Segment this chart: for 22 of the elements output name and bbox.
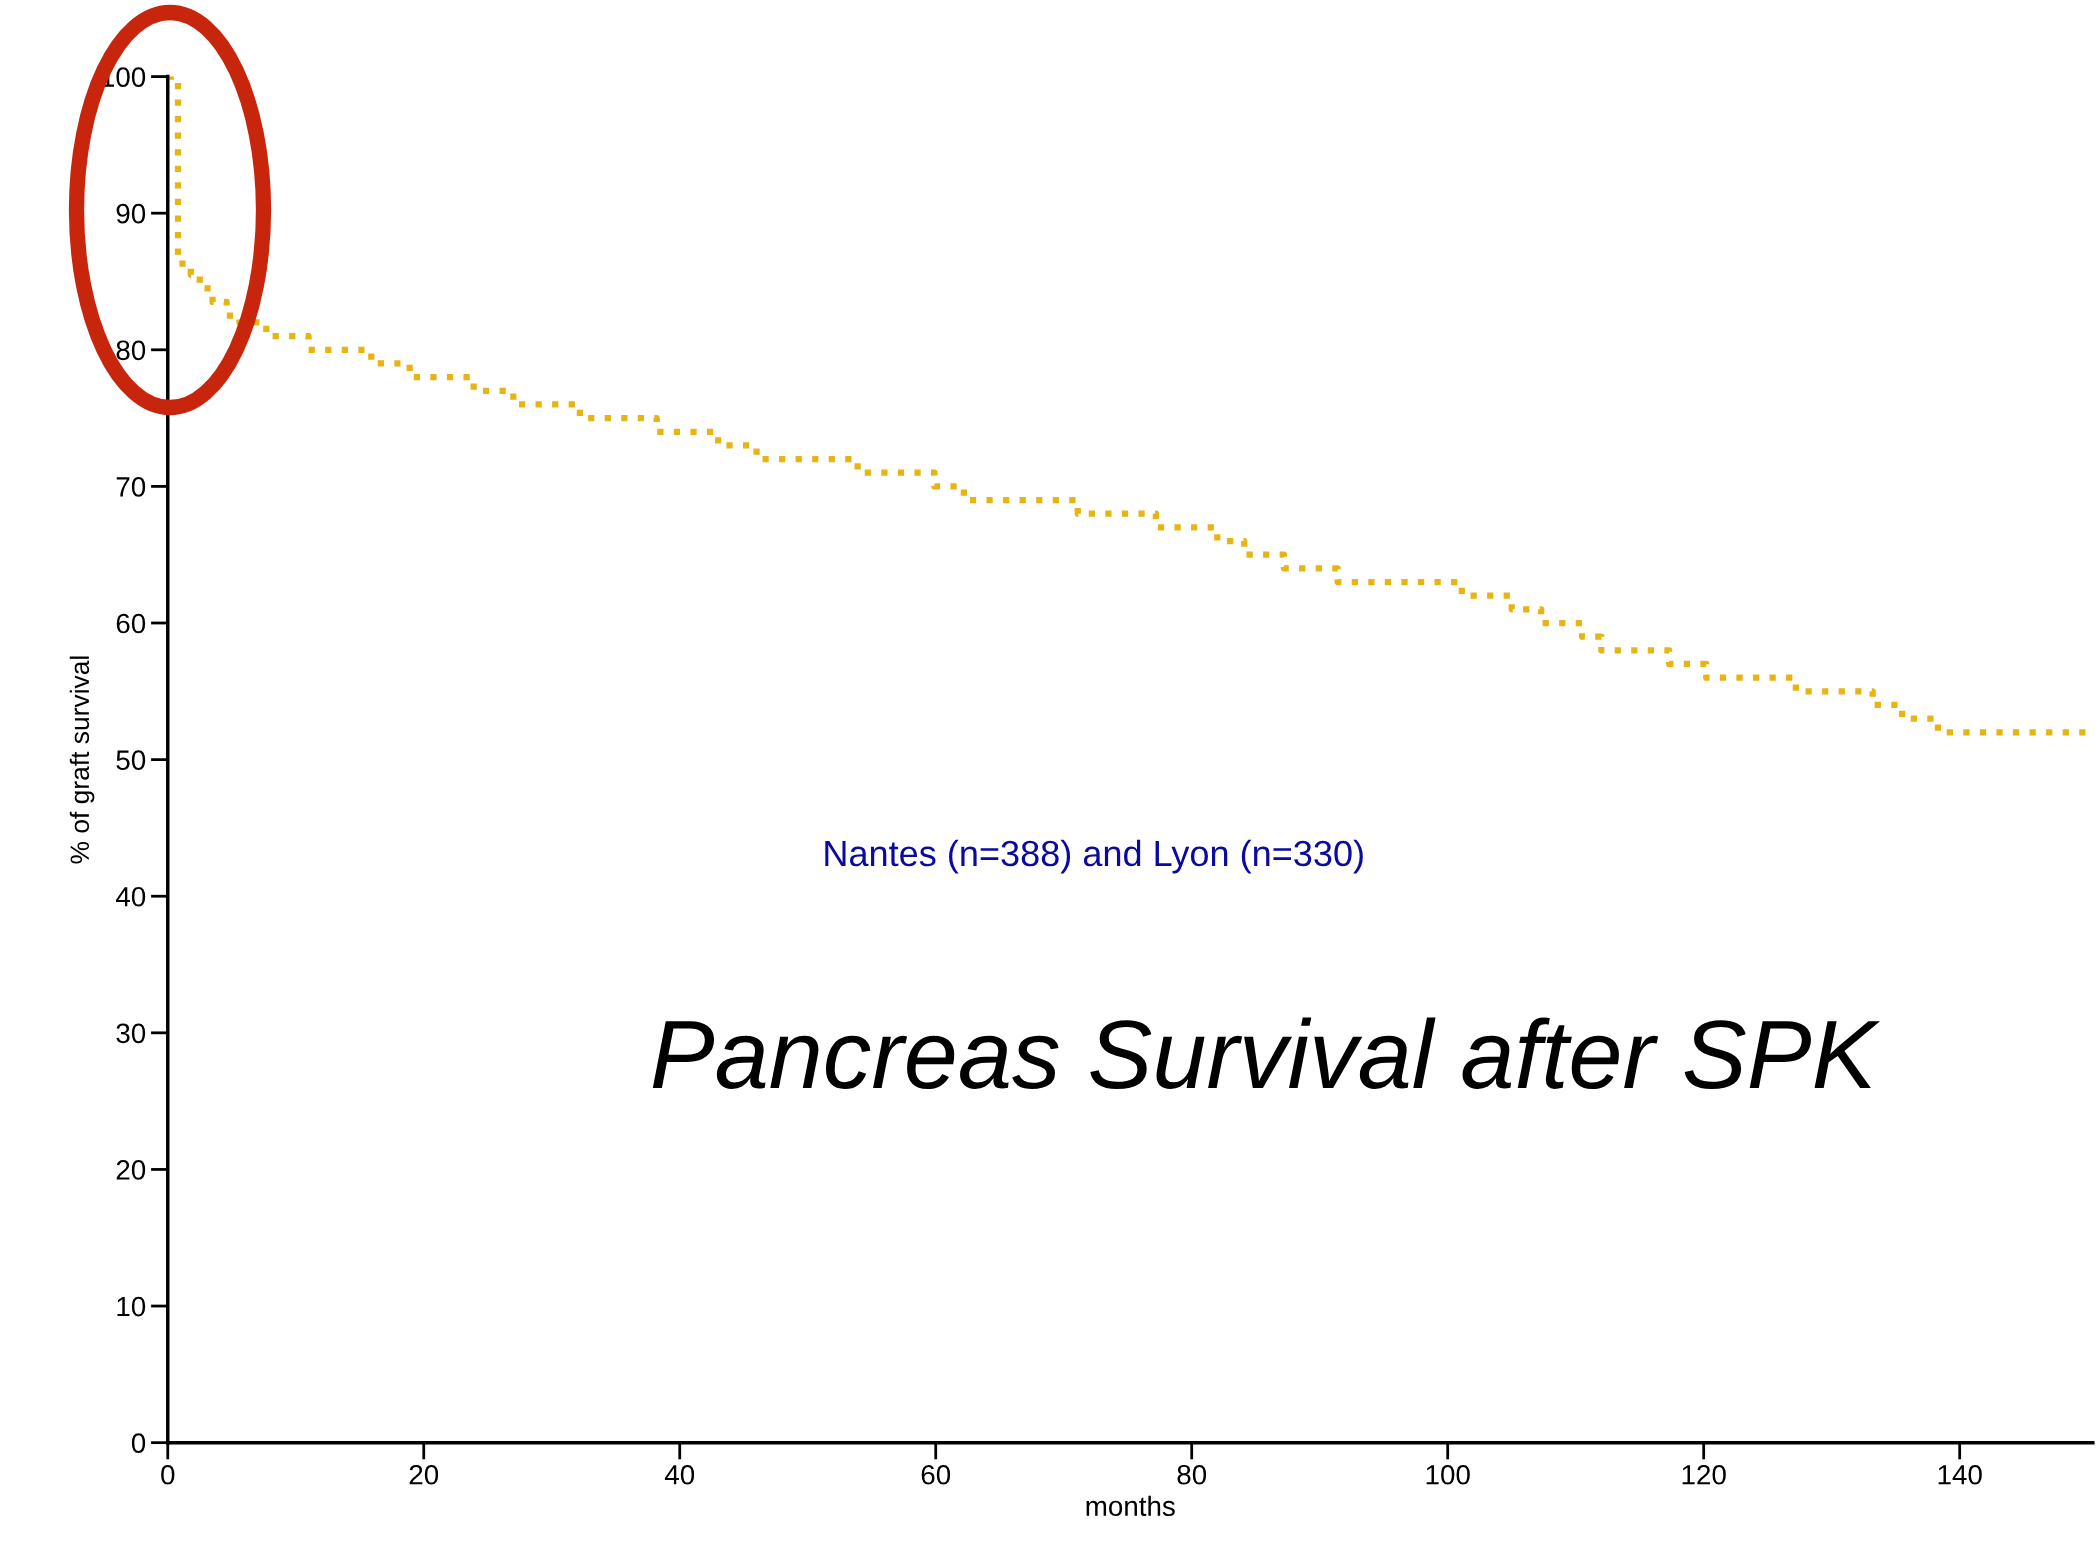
annotation: Nantes (n=388) and Lyon (n=330) xyxy=(825,839,1363,874)
y-tick-label: 80 xyxy=(116,340,146,361)
y-tick-label: 30 xyxy=(116,1023,146,1044)
y-axis-title: % of graft survival xyxy=(69,656,95,864)
y-tick-label: 60 xyxy=(116,613,146,634)
x-axis-title: months xyxy=(1086,1495,1175,1517)
x-tick-label: 60 xyxy=(921,1464,951,1485)
x-tick-label: 100 xyxy=(1426,1464,1470,1485)
y-tick-label: 40 xyxy=(115,886,146,907)
text: Pancreas Survival after SPK xyxy=(652,1017,1880,1089)
y-tick-label: 50 xyxy=(116,750,146,770)
y-tick-label: 90 xyxy=(116,203,146,224)
x-tick-label: 80 xyxy=(1177,1464,1207,1485)
x-tick-label: 140 xyxy=(1938,1464,1982,1485)
y-tick-label: 70 xyxy=(116,477,146,497)
x-tick-label: 40 xyxy=(664,1464,695,1485)
y-tick-label: 0 xyxy=(131,1433,146,1453)
y-tick-label: 20 xyxy=(116,1160,146,1180)
x-tick-label: 20 xyxy=(409,1464,439,1485)
x-tick-label: 120 xyxy=(1682,1464,1726,1485)
x-tick-label: 0 xyxy=(161,1464,175,1485)
y-tick-label: 10 xyxy=(117,1296,146,1317)
